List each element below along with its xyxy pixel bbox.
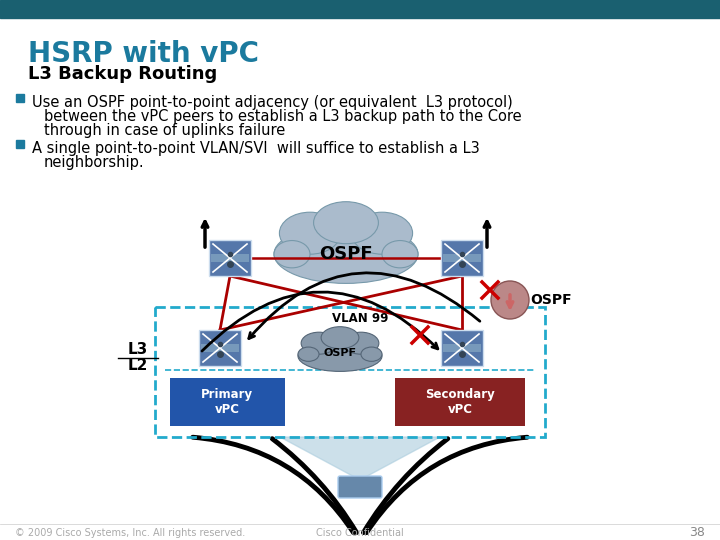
Ellipse shape <box>382 240 418 268</box>
Text: HSRP with vPC: HSRP with vPC <box>28 40 259 68</box>
Ellipse shape <box>314 202 379 244</box>
Ellipse shape <box>298 347 319 361</box>
Text: OSPF: OSPF <box>319 245 373 263</box>
FancyBboxPatch shape <box>338 476 382 498</box>
Bar <box>211 254 249 262</box>
Ellipse shape <box>491 281 529 319</box>
Text: L3 Backup Routing: L3 Backup Routing <box>28 65 217 83</box>
Text: between the vPC peers to establish a L3 backup path to the Core: between the vPC peers to establish a L3 … <box>44 109 521 124</box>
Ellipse shape <box>361 347 382 361</box>
Ellipse shape <box>274 240 310 268</box>
Text: OSPF: OSPF <box>530 293 572 307</box>
Ellipse shape <box>343 332 379 354</box>
Text: OSPF: OSPF <box>323 348 356 358</box>
Bar <box>201 344 239 352</box>
Bar <box>16 140 24 148</box>
FancyBboxPatch shape <box>395 378 525 426</box>
Ellipse shape <box>301 332 337 354</box>
FancyBboxPatch shape <box>441 240 483 276</box>
Bar <box>0 0 720 18</box>
Text: 38: 38 <box>689 526 705 539</box>
FancyBboxPatch shape <box>170 378 285 426</box>
FancyBboxPatch shape <box>209 240 251 276</box>
Text: © 2009 Cisco Systems, Inc. All rights reserved.: © 2009 Cisco Systems, Inc. All rights re… <box>15 528 246 538</box>
Ellipse shape <box>321 327 359 349</box>
FancyBboxPatch shape <box>441 330 483 366</box>
Text: Cisco Confidential: Cisco Confidential <box>316 528 404 538</box>
Text: neighborship.: neighborship. <box>44 155 145 170</box>
Bar <box>155 307 545 437</box>
Ellipse shape <box>279 212 341 254</box>
Bar <box>16 94 24 102</box>
Text: L2: L2 <box>128 357 148 373</box>
Polygon shape <box>280 437 440 480</box>
Text: A single point-to-point VLAN/SVI  will suffice to establish a L3: A single point-to-point VLAN/SVI will su… <box>32 141 480 156</box>
Ellipse shape <box>351 212 413 254</box>
Text: VLAN 99: VLAN 99 <box>332 312 388 325</box>
Bar <box>443 344 481 352</box>
Text: through in case of uplinks failure: through in case of uplinks failure <box>44 123 285 138</box>
FancyBboxPatch shape <box>199 330 241 366</box>
Text: Secondary
vPC: Secondary vPC <box>425 388 495 416</box>
Bar <box>443 254 481 262</box>
Ellipse shape <box>274 225 418 284</box>
Text: L3: L3 <box>128 342 148 357</box>
Text: Primary
vPC: Primary vPC <box>201 388 253 416</box>
Text: Use an OSPF point-to-point adjacency (or equivalent  L3 protocol): Use an OSPF point-to-point adjacency (or… <box>32 95 513 110</box>
Ellipse shape <box>298 341 382 372</box>
